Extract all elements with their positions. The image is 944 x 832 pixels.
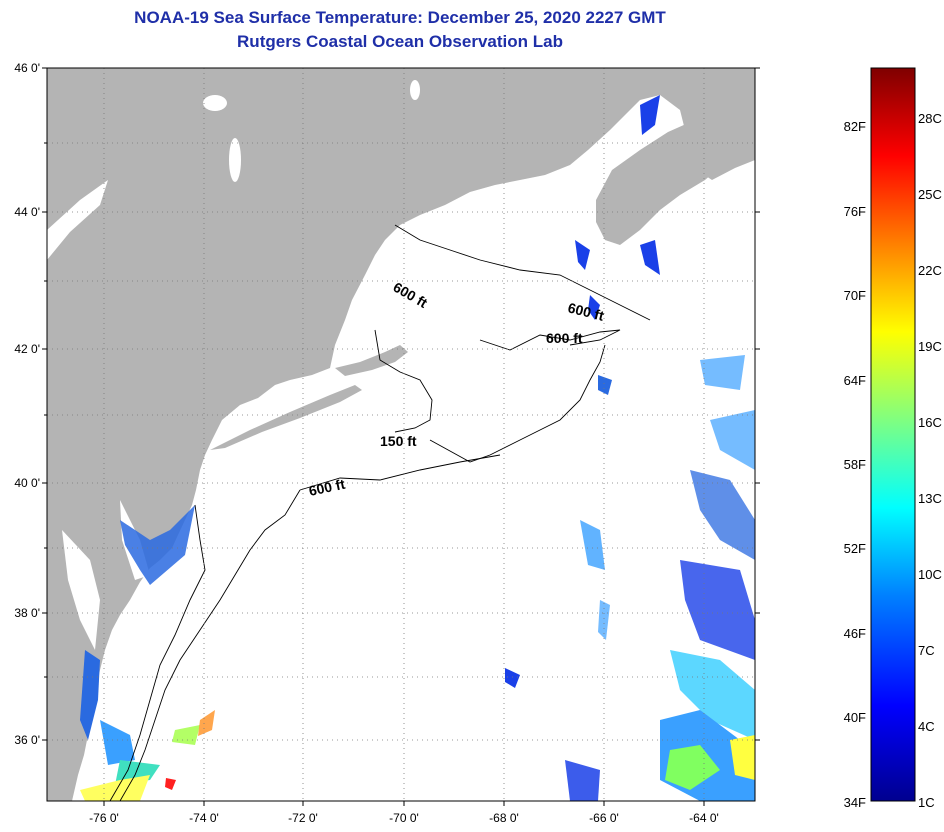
lake: [203, 95, 227, 111]
colorbar-c-label: 22C: [918, 263, 942, 278]
colorbar-f-label: 52F: [843, 541, 866, 556]
color-bar: [870, 67, 916, 802]
land-nova-scotia: [596, 118, 735, 245]
chart-subtitle: Rutgers Coastal Ocean Observation Lab: [237, 32, 563, 51]
lon-label: -66 0': [589, 811, 619, 825]
colorbar-f-label: 40F: [843, 710, 866, 725]
chart-title: NOAA-19 Sea Surface Temperature: Decembe…: [134, 8, 666, 27]
contour-label: 600 ft: [307, 476, 346, 499]
lon-label: -64 0': [689, 811, 719, 825]
lon-label: -76 0': [89, 811, 119, 825]
colorbar-c-label: 25C: [918, 187, 942, 202]
colorbar-f-label: 46F: [843, 626, 866, 641]
colorbar-f-label: 58F: [843, 457, 866, 472]
colorbar-f-label: 70F: [843, 288, 866, 303]
lat-label: 38 0': [14, 606, 40, 620]
lat-label: 44 0': [14, 205, 40, 219]
lat-label: 42 0': [14, 342, 40, 356]
lat-label: 46 0': [14, 61, 40, 75]
lat-label: 36 0': [14, 733, 40, 747]
lake-ontario: [47, 180, 108, 260]
map-frame: [46, 67, 756, 802]
land-mainland: [47, 68, 755, 801]
lon-label: -68 0': [489, 811, 519, 825]
colorbar-c-label: 7C: [918, 643, 935, 658]
contour-label: 150 ft: [380, 433, 417, 449]
colorbar-f-label: 82F: [843, 119, 866, 134]
colorbar-c-label: 16C: [918, 415, 942, 430]
lat-label: 40 0': [14, 476, 40, 490]
colorbar-c-label: 28C: [918, 111, 942, 126]
colorbar-c-label: 4C: [918, 719, 935, 734]
lake: [229, 138, 241, 182]
colorbar-f-label: 76F: [843, 204, 866, 219]
land-long-island: [210, 385, 362, 450]
chesapeake-bay: [62, 530, 100, 650]
bathymetry-contours: [109, 224, 651, 801]
lon-label: -70 0': [389, 811, 419, 825]
contour-label: 600 ft: [546, 330, 583, 346]
colorbar-c-label: 10C: [918, 567, 942, 582]
colorbar-c-label: 13C: [918, 491, 942, 506]
axis-ticks: [42, 67, 760, 806]
colorbar-f-label: 64F: [843, 373, 866, 388]
land-cape-cod: [335, 345, 408, 376]
sst-patches: [80, 95, 755, 801]
colorbar-c-label: 1C: [918, 795, 935, 810]
lon-label: -74 0': [189, 811, 219, 825]
lon-label: -72 0': [288, 811, 318, 825]
lake: [410, 80, 420, 100]
grid-lines: [47, 68, 755, 801]
colorbar-f-label: 34F: [843, 795, 866, 810]
colorbar-c-label: 19C: [918, 339, 942, 354]
